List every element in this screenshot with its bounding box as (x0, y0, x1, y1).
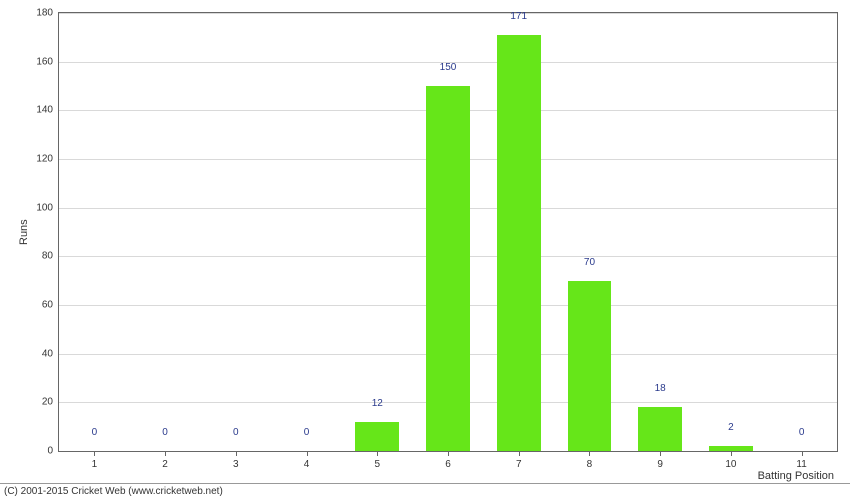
gridline (59, 13, 837, 14)
y-tick-label: 40 (42, 348, 59, 359)
bar (355, 422, 399, 451)
footer-copyright: (C) 2001-2015 Cricket Web (www.cricketwe… (4, 486, 223, 497)
bar-value-label: 0 (304, 427, 310, 438)
x-tick-label: 9 (657, 451, 663, 470)
x-tick-label: 7 (516, 451, 522, 470)
x-tick-label: 8 (587, 451, 593, 470)
y-tick-label: 100 (36, 202, 59, 213)
footer-divider (0, 483, 850, 484)
y-tick-label: 60 (42, 300, 59, 311)
bar (568, 281, 612, 451)
x-tick-label: 3 (233, 451, 239, 470)
y-tick-label: 160 (36, 56, 59, 67)
bar-value-label: 18 (655, 383, 666, 394)
chart-container: 0204060801001201401601801020304051261507… (0, 0, 850, 500)
y-tick-label: 80 (42, 251, 59, 262)
bar-value-label: 150 (440, 62, 457, 73)
x-tick-label: 2 (162, 451, 168, 470)
bar-value-label: 70 (584, 257, 595, 268)
x-tick-label: 5 (374, 451, 380, 470)
x-tick-label: 11 (796, 451, 806, 470)
y-tick-label: 20 (42, 397, 59, 408)
bar-value-label: 12 (372, 398, 383, 409)
x-tick-label: 4 (304, 451, 310, 470)
bar-value-label: 0 (233, 427, 239, 438)
bar-value-label: 0 (92, 427, 98, 438)
bar-value-label: 0 (799, 427, 805, 438)
y-axis-title: Runs (18, 219, 30, 245)
bar-value-label: 2 (728, 422, 734, 433)
y-tick-label: 120 (36, 154, 59, 165)
x-axis-title: Batting Position (758, 470, 834, 482)
y-tick-label: 140 (36, 105, 59, 116)
bar (709, 446, 753, 451)
bar (497, 35, 541, 451)
bar (638, 407, 682, 451)
y-tick-label: 180 (36, 8, 59, 19)
bar (426, 86, 470, 451)
x-tick-label: 6 (445, 451, 451, 470)
plot-area: 0204060801001201401601801020304051261507… (58, 12, 838, 452)
x-tick-label: 10 (725, 451, 736, 470)
bar-value-label: 0 (162, 427, 168, 438)
x-tick-label: 1 (92, 451, 98, 470)
bar-value-label: 171 (510, 11, 527, 22)
y-tick-label: 0 (47, 446, 59, 457)
